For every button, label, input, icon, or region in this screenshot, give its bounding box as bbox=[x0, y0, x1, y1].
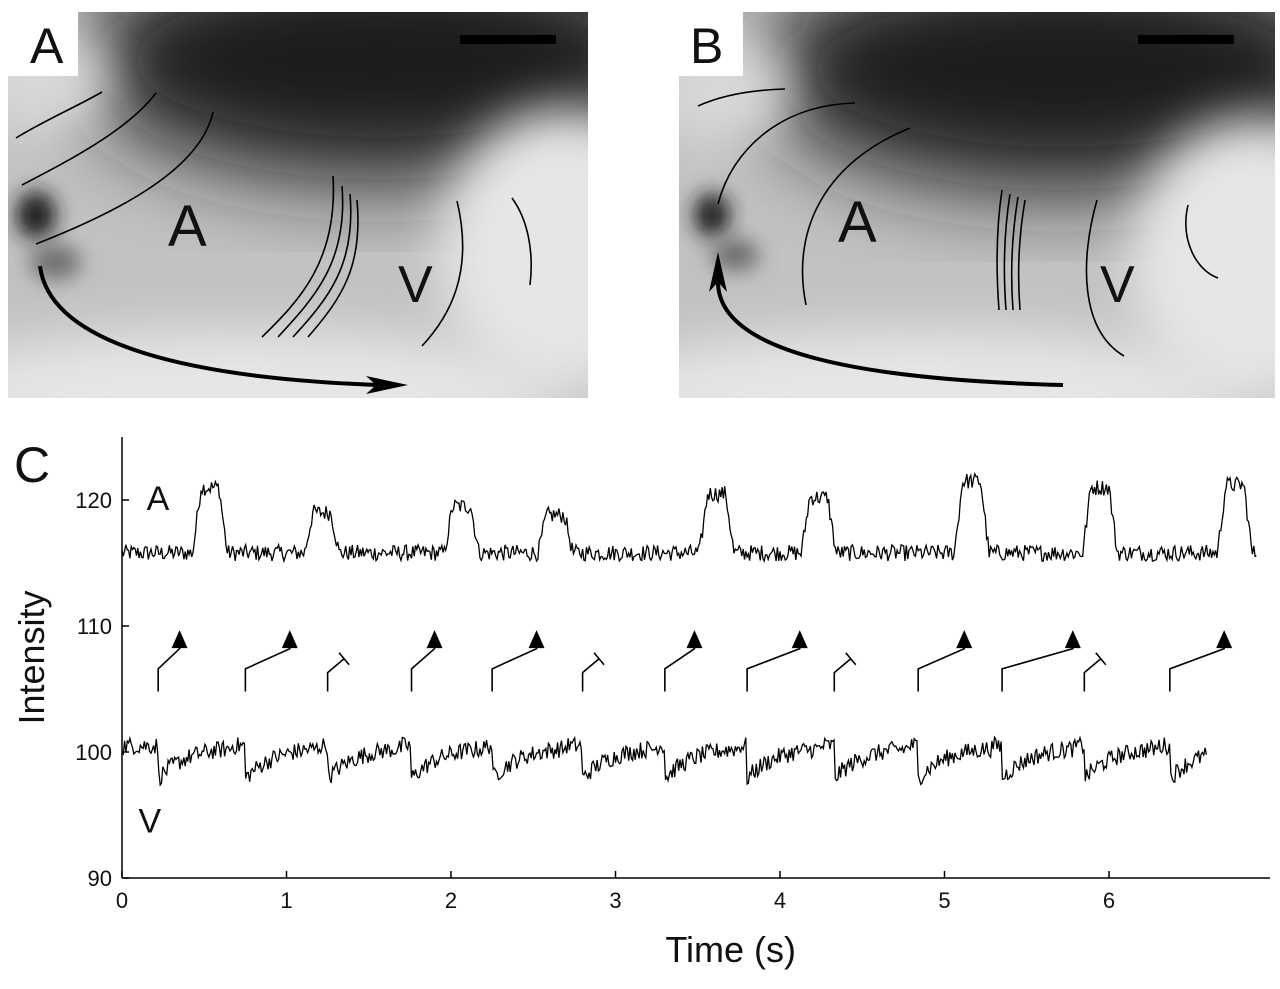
y-axis-title: Intensity bbox=[11, 590, 52, 724]
x-tick-label: 3 bbox=[609, 888, 621, 913]
y-tick-label: 110 bbox=[77, 614, 112, 639]
panel-b-image bbox=[679, 12, 1275, 398]
block-bar bbox=[593, 652, 605, 666]
conduction-arrowhead bbox=[956, 630, 973, 649]
blocked-conduction bbox=[581, 658, 600, 692]
conduction-arrowhead bbox=[1064, 630, 1081, 649]
scale-bar-b bbox=[1138, 35, 1234, 44]
conduction-arrowhead bbox=[528, 630, 545, 649]
conduction-arrowhead bbox=[426, 630, 443, 649]
y-tick-label: 100 bbox=[75, 740, 112, 765]
panel-a-atrium-label: A bbox=[168, 194, 207, 259]
conduction-arrowhead bbox=[281, 630, 298, 649]
series-v-label: V bbox=[138, 803, 161, 841]
conduction-arrow bbox=[244, 646, 291, 692]
conduction-arrow bbox=[664, 646, 696, 692]
y-tick-label: 90 bbox=[88, 866, 112, 891]
conduction-arrow bbox=[1169, 646, 1225, 692]
panel-a-letter: A bbox=[30, 18, 64, 74]
blocked-conduction bbox=[1083, 658, 1102, 692]
x-axis-title: Time (s) bbox=[665, 929, 796, 970]
intensity-chart: 0 1 2 3 4 5 6 90 100 110 120 A V Time (s) Intensi… bbox=[11, 437, 1270, 970]
conduction-arrows bbox=[157, 630, 1233, 692]
series-a-label: A bbox=[147, 480, 170, 518]
block-bar bbox=[338, 652, 350, 666]
series-v-trace bbox=[121, 735, 1208, 787]
series-a-trace bbox=[121, 471, 1257, 564]
conduction-arrowhead bbox=[791, 630, 808, 649]
conduction-arrowhead bbox=[171, 630, 188, 649]
panel-a-ventricle-label: V bbox=[398, 256, 433, 314]
block-bar bbox=[845, 652, 857, 666]
x-tick-label: 4 bbox=[774, 888, 786, 913]
y-tick-label: 120 bbox=[75, 488, 112, 513]
y-axis-ticks: 90 100 110 120 bbox=[75, 488, 129, 891]
conduction-arrow bbox=[410, 646, 436, 692]
panel-b-letter: B bbox=[690, 18, 723, 74]
conduction-arrowhead bbox=[1216, 630, 1233, 649]
conduction-arrow bbox=[746, 646, 801, 692]
x-tick-label: 0 bbox=[116, 888, 128, 913]
x-tick-label: 2 bbox=[445, 888, 457, 913]
blocked-conduction bbox=[326, 658, 345, 692]
conduction-arrowhead bbox=[686, 630, 703, 649]
conduction-arrow bbox=[491, 646, 538, 692]
blocked-conduction bbox=[833, 658, 852, 692]
x-tick-label: 6 bbox=[1103, 888, 1115, 913]
block-bar bbox=[1095, 652, 1107, 666]
x-tick-label: 5 bbox=[938, 888, 950, 913]
conduction-arrow bbox=[157, 646, 181, 692]
conduction-arrow bbox=[1001, 646, 1074, 692]
x-tick-label: 1 bbox=[280, 888, 292, 913]
x-axis-ticks: 0 1 2 3 4 5 6 bbox=[116, 871, 1115, 913]
panel-a-image bbox=[8, 12, 588, 398]
scale-bar-a bbox=[460, 35, 556, 44]
panel-b-atrium-label: A bbox=[838, 190, 877, 255]
panel-b-ventricle-label: V bbox=[1100, 256, 1135, 314]
panel-c-letter: C bbox=[14, 437, 50, 493]
conduction-arrow bbox=[917, 646, 966, 692]
